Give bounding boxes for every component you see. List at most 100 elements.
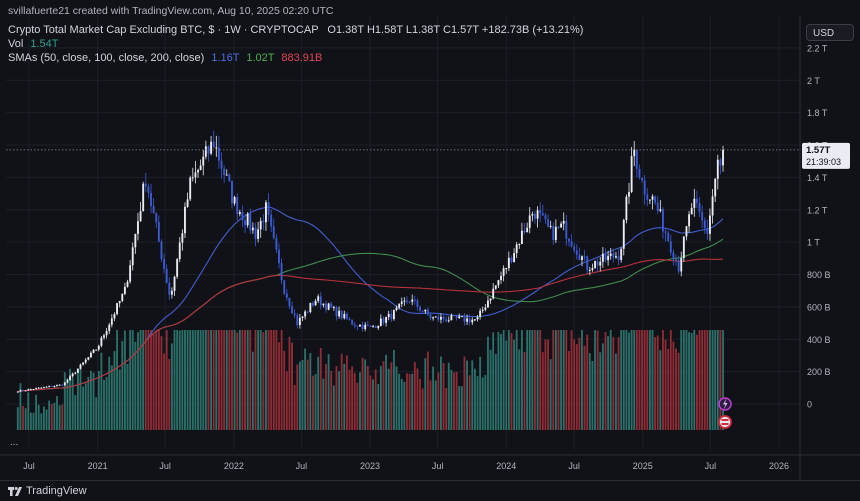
volume-bar (139, 330, 142, 430)
volume-bar (74, 395, 77, 430)
candle-body (199, 165, 202, 171)
candle-body (471, 319, 474, 323)
candle-body (322, 303, 325, 306)
volume-bar (442, 363, 445, 430)
event-flag-icon (718, 415, 732, 429)
candle-body (184, 206, 186, 234)
volume-bar (575, 344, 578, 430)
candle-body (76, 368, 79, 373)
candle-body (398, 303, 401, 308)
volume-bar (492, 332, 495, 430)
x-tick-label: 2025 (633, 461, 653, 471)
volume-bar (390, 362, 393, 430)
candle-body (35, 388, 38, 390)
volume-bar (539, 330, 542, 430)
volume-bar (510, 332, 513, 430)
volume-bar (16, 407, 19, 430)
candle-body (348, 318, 351, 320)
candle-body (505, 268, 508, 270)
vol-label[interactable]: Vol (8, 38, 24, 50)
candle-body (450, 315, 453, 321)
volume-bar (466, 360, 468, 430)
volume-bar (581, 330, 583, 430)
candle-body (58, 384, 61, 386)
candle-body (317, 296, 320, 301)
candle-body (246, 213, 249, 226)
candle-body (212, 141, 215, 148)
candle-body (301, 316, 304, 318)
candle-body (596, 261, 599, 266)
volume-bar (236, 332, 239, 430)
x-tick-label: Jul (296, 461, 308, 471)
candle-body (92, 349, 95, 353)
symbol-title[interactable]: Crypto Total Market Cap Excluding BTC, $… (8, 24, 319, 36)
x-tick-label: 2024 (496, 461, 516, 471)
volume-bar (680, 330, 683, 430)
candle-body (440, 316, 442, 320)
candle-body (265, 202, 267, 223)
candle-body (225, 174, 228, 176)
candle-body (594, 261, 596, 269)
candle-body (121, 293, 124, 302)
flag-stripe (721, 423, 729, 425)
candle-body (142, 183, 145, 212)
candle-body (620, 248, 623, 260)
volume-bar (625, 330, 628, 430)
x-tick-label: 2021 (88, 461, 108, 471)
candle-body (487, 300, 489, 308)
candle-body (468, 318, 471, 323)
candle-body (53, 386, 56, 388)
volume-bar (90, 370, 92, 430)
candle-body (126, 281, 129, 287)
more-dots[interactable]: ... (10, 437, 19, 448)
candle-body (442, 316, 445, 320)
volume-bar (591, 360, 594, 430)
volume-bar (176, 330, 179, 430)
candle-body (90, 352, 92, 358)
volume-bar (432, 366, 435, 430)
volume-bar (617, 337, 620, 430)
volume-bar (82, 386, 85, 430)
volume-bar (204, 330, 207, 430)
volume-bar (536, 330, 539, 430)
volume-bar (695, 334, 698, 430)
currency-button[interactable]: USD (806, 24, 854, 41)
volume-bar (677, 352, 680, 430)
candle-body (244, 220, 246, 226)
candle-body (291, 306, 293, 314)
vol-value: 1.54T (30, 38, 59, 50)
volume-bar (71, 377, 74, 430)
volume-bar (225, 330, 228, 430)
candle-body (215, 147, 218, 149)
ohlc-values: O1.38T H1.58T L1.38T C1.57T +182.73B (+1… (327, 24, 584, 36)
volume-bar (217, 330, 220, 430)
legend-volume-row: Vol 1.54T (8, 38, 59, 50)
volume-bar (573, 339, 576, 430)
candle-body (659, 209, 662, 211)
candle-body (87, 357, 90, 360)
volume-bar (426, 351, 429, 430)
volume-bar (364, 359, 367, 430)
volume-bar (714, 330, 717, 430)
candle-body (685, 226, 688, 237)
candle-body (675, 259, 677, 261)
candle-body (186, 199, 189, 207)
volume-bar (518, 349, 521, 430)
volume-bar (168, 358, 171, 430)
candle-body (390, 313, 393, 320)
volume-bar (669, 330, 672, 430)
candle-body (453, 315, 455, 317)
volume-bar (275, 330, 278, 430)
candle-body (502, 268, 505, 276)
candle-body (698, 202, 701, 212)
volume-bar (633, 330, 636, 430)
volume-bar (690, 333, 693, 430)
candle-body (42, 387, 45, 389)
candle-body (325, 303, 327, 310)
sma-label[interactable]: SMAs (50, close, 100, close, 200, close) (8, 52, 205, 64)
volume-bar (79, 367, 82, 430)
volume-bar (348, 369, 351, 430)
volume-bar (325, 363, 327, 430)
volume-bar (385, 354, 388, 430)
